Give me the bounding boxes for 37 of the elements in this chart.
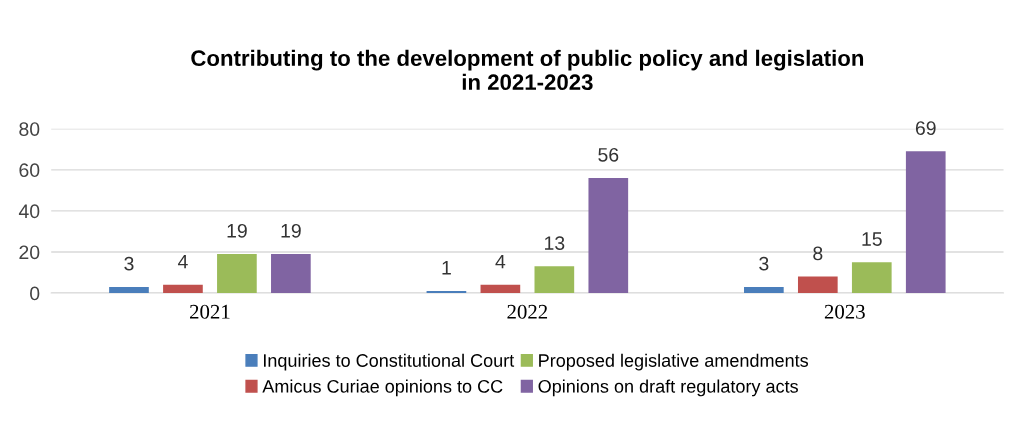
data-label: 19 xyxy=(227,223,247,238)
data-label: 1 xyxy=(442,261,451,275)
x-tick-label: 2021 xyxy=(190,304,230,319)
x-tick-label: 2023 xyxy=(824,304,865,319)
bar xyxy=(851,262,892,294)
bar xyxy=(534,266,575,294)
bar xyxy=(905,151,946,294)
bar xyxy=(588,178,629,294)
data-label: 3 xyxy=(759,256,769,271)
bar xyxy=(744,286,784,294)
y-tick-label: 40 xyxy=(18,204,40,219)
bar xyxy=(797,276,838,294)
data-label: 15 xyxy=(862,232,882,246)
bar xyxy=(163,284,203,294)
data-label: 69 xyxy=(915,121,936,136)
y-tick-label: 0 xyxy=(30,286,40,301)
data-label: 3 xyxy=(124,256,134,271)
data-label: 4 xyxy=(495,254,506,269)
bar xyxy=(217,254,257,294)
y-tick-label: 80 xyxy=(19,122,40,136)
y-tick-label: 60 xyxy=(19,163,40,178)
legend-label: Opinions on draft regulatory acts xyxy=(538,379,798,397)
bar xyxy=(109,286,149,294)
data-label: 13 xyxy=(545,236,565,250)
chart-title: Contributing to the development of public policy and legislation in 2021-2023 xyxy=(191,49,864,91)
data-label: 19 xyxy=(281,223,301,238)
legend-label: Amicus Curiae opinions to CC xyxy=(262,379,503,397)
bar xyxy=(271,254,311,294)
bar xyxy=(426,290,467,294)
data-label: 8 xyxy=(813,246,823,261)
bar xyxy=(480,284,521,294)
x-tick-label: 2022 xyxy=(507,304,548,319)
legend-label: Proposed legislative amendments xyxy=(539,353,809,371)
legend-label: Inquiries to Constitutional Court xyxy=(263,353,515,371)
data-label: 56 xyxy=(598,147,619,162)
data-label: 4 xyxy=(177,254,188,269)
y-tick-label: 20 xyxy=(19,245,40,260)
